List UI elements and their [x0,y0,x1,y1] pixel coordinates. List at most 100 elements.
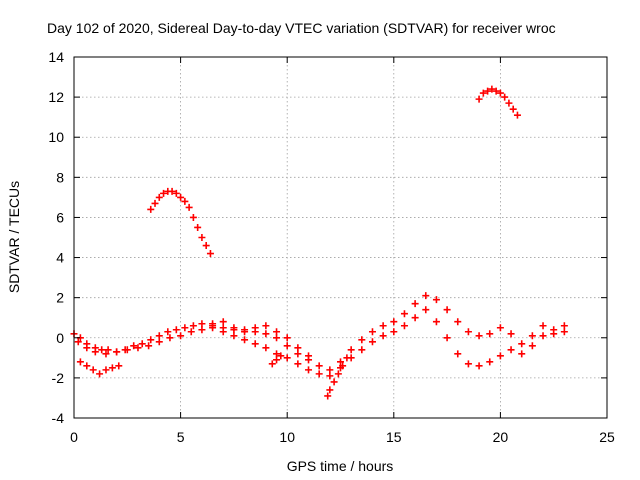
data-point [185,203,193,211]
data-point [102,366,110,374]
data-point [501,93,509,101]
y-tick-label: 6 [56,209,64,225]
data-point [390,328,398,336]
data-point [102,350,110,358]
data-point [509,105,517,113]
data-point [164,328,172,336]
series-2 [74,306,568,380]
data-point [475,362,483,370]
data-point [147,336,155,344]
data-point [539,322,547,330]
grid [74,57,607,418]
data-point [219,328,227,336]
data-point [513,111,521,119]
data-point [400,310,408,318]
series-4 [76,358,123,378]
x-tick-label: 5 [177,429,185,445]
data-point [492,87,500,95]
data-point [181,197,189,205]
data-point [334,370,342,378]
data-point [202,242,210,250]
data-point [368,328,376,336]
data-point [177,332,185,340]
data-point [138,340,146,348]
data-point [273,350,281,358]
data-point [277,352,285,360]
data-point [305,366,313,374]
data-point [108,364,116,372]
series-3 [209,318,313,360]
data-point [486,330,494,338]
data-point [432,318,440,326]
data-point [454,318,462,326]
data-point [145,342,153,350]
x-tick-label: 20 [493,429,509,445]
y-tick-label: 10 [48,129,64,145]
y-tick-label: 0 [56,330,64,346]
data-point [484,87,492,95]
data-point [219,318,227,326]
data-point [486,358,494,366]
data-point [83,344,91,352]
data-point [91,348,99,356]
plot-frame [73,56,608,419]
data-point [230,324,238,332]
data-point [422,292,430,300]
data-point [443,334,451,342]
data-point [273,356,281,364]
data-point [134,344,142,352]
data-point [283,354,291,362]
data-point [496,89,504,97]
data-point [496,324,504,332]
data-point [230,332,238,340]
data-point [147,205,155,213]
data-point [326,372,334,380]
data-point [89,366,97,374]
data-point [505,99,513,107]
data-point [172,326,180,334]
data-point [241,336,249,344]
x-tick-label: 0 [70,429,78,445]
data-point [326,386,334,394]
data-point [283,334,291,342]
data-point [326,366,334,374]
data-point [518,340,526,348]
data-point [560,322,568,330]
data-point [209,320,217,328]
data-point [560,328,568,336]
data-point [488,85,496,93]
x-tick-label: 25 [599,429,615,445]
y-tick-label: 14 [48,49,64,65]
data-point [155,338,163,346]
data-point [251,324,259,332]
y-tick-label: -2 [52,370,65,386]
data-point [168,187,176,195]
data-point [160,189,168,197]
data-point [358,346,366,354]
data-point [189,213,197,221]
data-points [70,85,568,400]
data-point [268,360,276,368]
data-point [262,344,270,352]
data-point [283,342,291,350]
data-point [443,306,451,314]
data-point [339,362,347,370]
data-point [262,322,270,330]
data-point [496,352,504,360]
data-point [368,338,376,346]
data-point [194,223,202,231]
y-tick-label: 12 [48,89,64,105]
data-point [411,300,419,308]
data-point [206,250,214,258]
data-point [479,89,487,97]
data-point [96,370,104,378]
data-point [400,322,408,330]
data-point [189,322,197,330]
y-axis-label: SDTVAR / TECUs [6,181,22,293]
series-5 [147,187,214,258]
data-point [294,350,302,358]
data-point [130,342,138,350]
data-point [337,358,344,366]
series-1 [70,292,568,374]
